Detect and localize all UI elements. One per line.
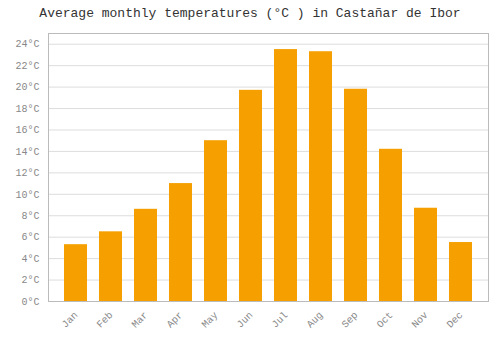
svg-text:Aug: Aug (305, 310, 326, 331)
svg-text:Oct: Oct (375, 310, 396, 331)
svg-text:24°C: 24°C (15, 39, 39, 50)
svg-text:Jun: Jun (235, 310, 256, 331)
html-text:Average monthly temperatures (: Average monthly temperatures (°C ) in Ca… (39, 6, 461, 21)
svg-text:2°C: 2°C (21, 275, 39, 286)
svg-text:Dec: Dec (445, 310, 466, 331)
svg-text:22°C: 22°C (15, 61, 39, 72)
svg-text:May: May (200, 310, 221, 331)
svg-text:Jan: Jan (60, 310, 81, 331)
svg-text:20°C: 20°C (15, 82, 39, 93)
svg-text:Apr: Apr (165, 310, 186, 331)
svg-text:Nov: Nov (410, 310, 431, 331)
svg-text:Jul: Jul (270, 310, 291, 331)
svg-text:14°C: 14°C (15, 147, 39, 158)
svg-text:Sep: Sep (340, 310, 361, 331)
svg-text:0°C: 0°C (21, 297, 39, 308)
svg-text:4°C: 4°C (21, 254, 39, 265)
svg-text:10°C: 10°C (15, 190, 39, 201)
svg-text:12°C: 12°C (15, 168, 39, 179)
svg-text:Mar: Mar (130, 310, 151, 331)
svg-text:16°C: 16°C (15, 125, 39, 136)
svg-text:6°C: 6°C (21, 232, 39, 243)
svg-text:18°C: 18°C (15, 104, 39, 115)
svg-text:Feb: Feb (95, 310, 116, 331)
svg-text:8°C: 8°C (21, 211, 39, 222)
